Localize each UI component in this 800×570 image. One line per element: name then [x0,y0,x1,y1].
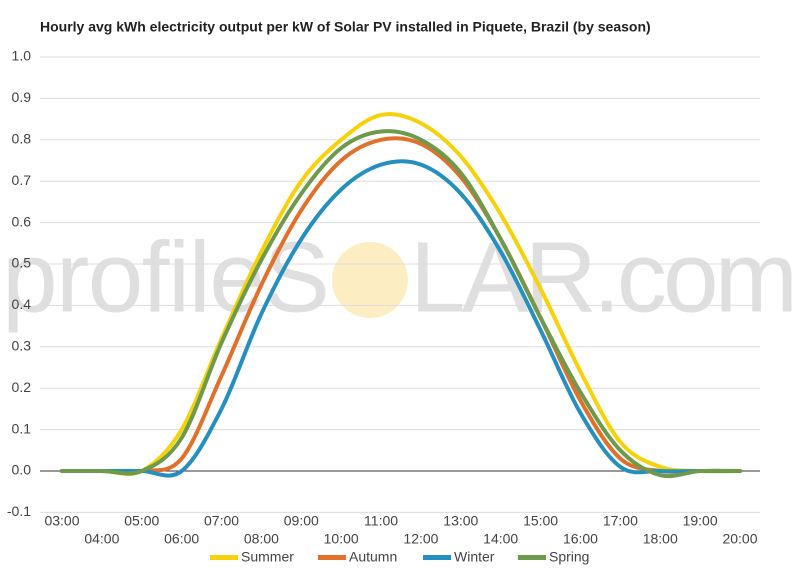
series-line [60,112,742,477]
x-tick-label: 08:00 [244,531,279,547]
legend-swatch [518,555,546,560]
x-tick-label: 17:00 [603,513,638,529]
y-tick-label: 0.1 [12,420,32,436]
legend-swatch [210,555,238,560]
legend-label: Autumn [349,549,397,565]
x-tick-label: 03:00 [44,513,79,529]
x-tick-label: 13:00 [443,513,478,529]
x-tick-label: 15:00 [523,513,558,529]
x-tick-label: 12:00 [403,531,438,547]
y-tick-label: 0.8 [12,131,32,147]
x-tick-label: 11:00 [364,513,398,529]
legend-swatch [318,555,346,560]
watermark-sun [332,242,408,318]
y-tick-label: 0.7 [12,172,32,188]
y-tick-label: 0.0 [12,462,32,478]
x-tick-label: 06:00 [164,531,199,547]
x-tick-label: 07:00 [204,513,239,529]
x-tick-label: 05:00 [124,513,159,529]
y-tick-label: 0.4 [12,296,32,312]
legend-label: Summer [241,549,294,565]
legend-label: Winter [454,549,495,565]
x-tick-label: 04:00 [84,531,119,547]
y-tick-label: 0.9 [12,89,32,105]
x-tick-label: 18:00 [643,531,678,547]
x-tick-label: 09:00 [284,513,319,529]
legend-label: Spring [549,549,589,565]
x-tick-label: 16:00 [563,531,598,547]
y-tick-label: 1.0 [12,48,32,64]
x-tick-label: 19:00 [683,513,718,529]
x-tick-label: 20:00 [722,531,757,547]
watermark: LAR.com [410,221,798,333]
series-line [60,129,742,479]
y-tick-label: 0.3 [12,338,32,354]
x-tick-label: 14:00 [483,531,518,547]
x-tick-label: 10:00 [324,531,359,547]
y-tick-label: 0.6 [12,213,32,229]
legend-swatch [423,555,451,560]
chart-title: Hourly avg kWh electricity output per kW… [40,19,651,35]
series-line [60,136,742,474]
y-tick-label: -0.1 [7,503,31,519]
y-tick-label: 0.2 [12,379,32,395]
y-tick-label: 0.5 [12,255,32,271]
series-line [60,159,742,478]
watermark: profileS [2,221,330,333]
